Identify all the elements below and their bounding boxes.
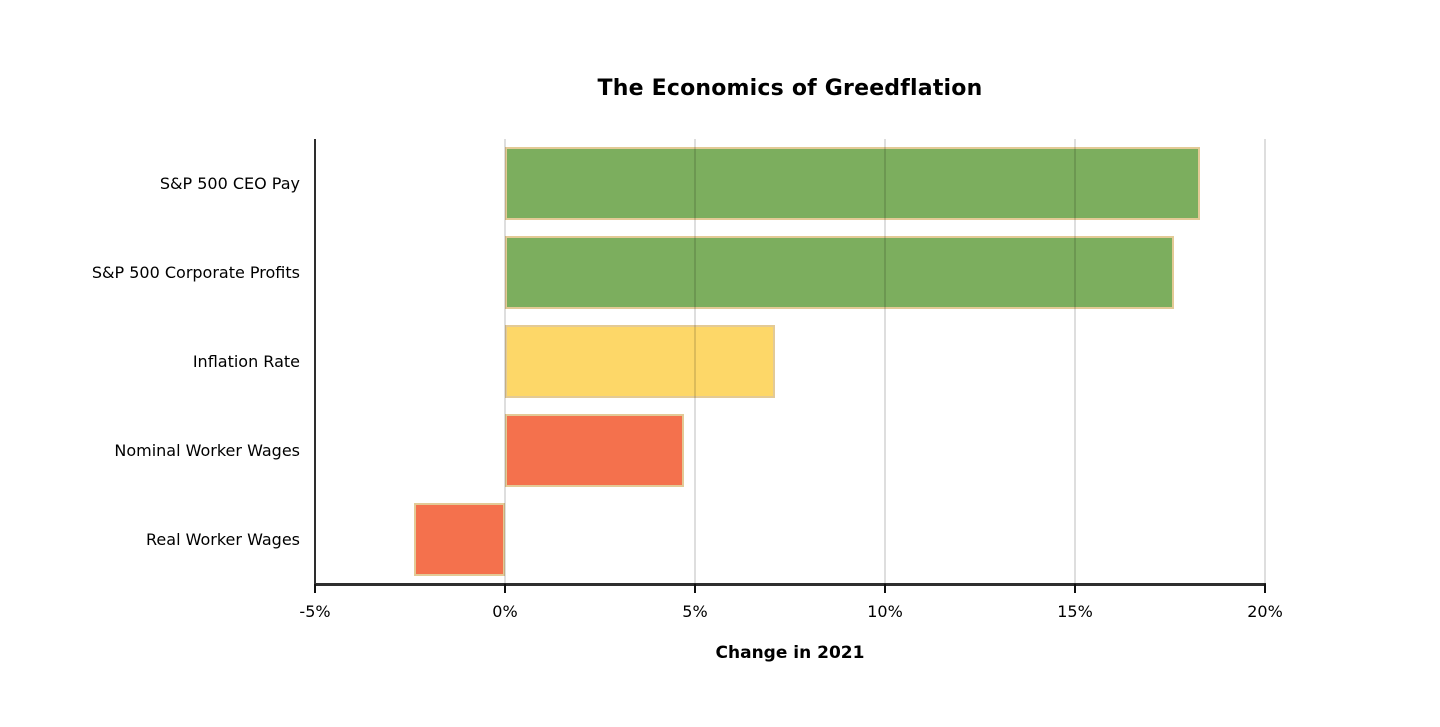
bar <box>413 503 505 576</box>
plot-area <box>315 139 1266 584</box>
category-label: Real Worker Wages <box>146 530 300 549</box>
y-axis-spine <box>314 139 316 585</box>
category-label: Nominal Worker Wages <box>114 441 300 460</box>
bar <box>505 325 775 398</box>
x-axis-tick <box>1264 584 1266 593</box>
category-label: S&P 500 CEO Pay <box>159 174 300 193</box>
x-axis-tick-label: 15% <box>1057 602 1093 621</box>
x-axis-line <box>314 583 1266 586</box>
x-gridline <box>694 139 696 584</box>
x-axis-tick-label: -5% <box>299 602 331 621</box>
x-gridline <box>504 139 506 584</box>
x-axis-tick <box>884 584 886 593</box>
x-axis-tick-label: 10% <box>867 602 903 621</box>
x-axis-tick <box>1074 584 1076 593</box>
x-axis-tick-label: 0% <box>492 602 518 621</box>
x-gridline <box>1074 139 1076 584</box>
x-axis-title: Change in 2021 <box>715 643 865 663</box>
x-axis-tick <box>314 584 316 593</box>
x-gridline <box>884 139 886 584</box>
x-axis-tick <box>504 584 506 593</box>
bar <box>505 414 684 487</box>
x-gridline <box>1264 139 1266 584</box>
category-label: Inflation Rate <box>192 352 300 371</box>
bar <box>505 236 1174 309</box>
chart-title: The Economics of Greedflation <box>597 76 983 101</box>
x-axis-tick <box>694 584 696 593</box>
category-label: S&P 500 Corporate Profits <box>91 263 300 282</box>
x-axis-tick-label: 20% <box>1247 602 1283 621</box>
bar <box>505 147 1201 220</box>
x-axis-tick-label: 5% <box>682 602 708 621</box>
